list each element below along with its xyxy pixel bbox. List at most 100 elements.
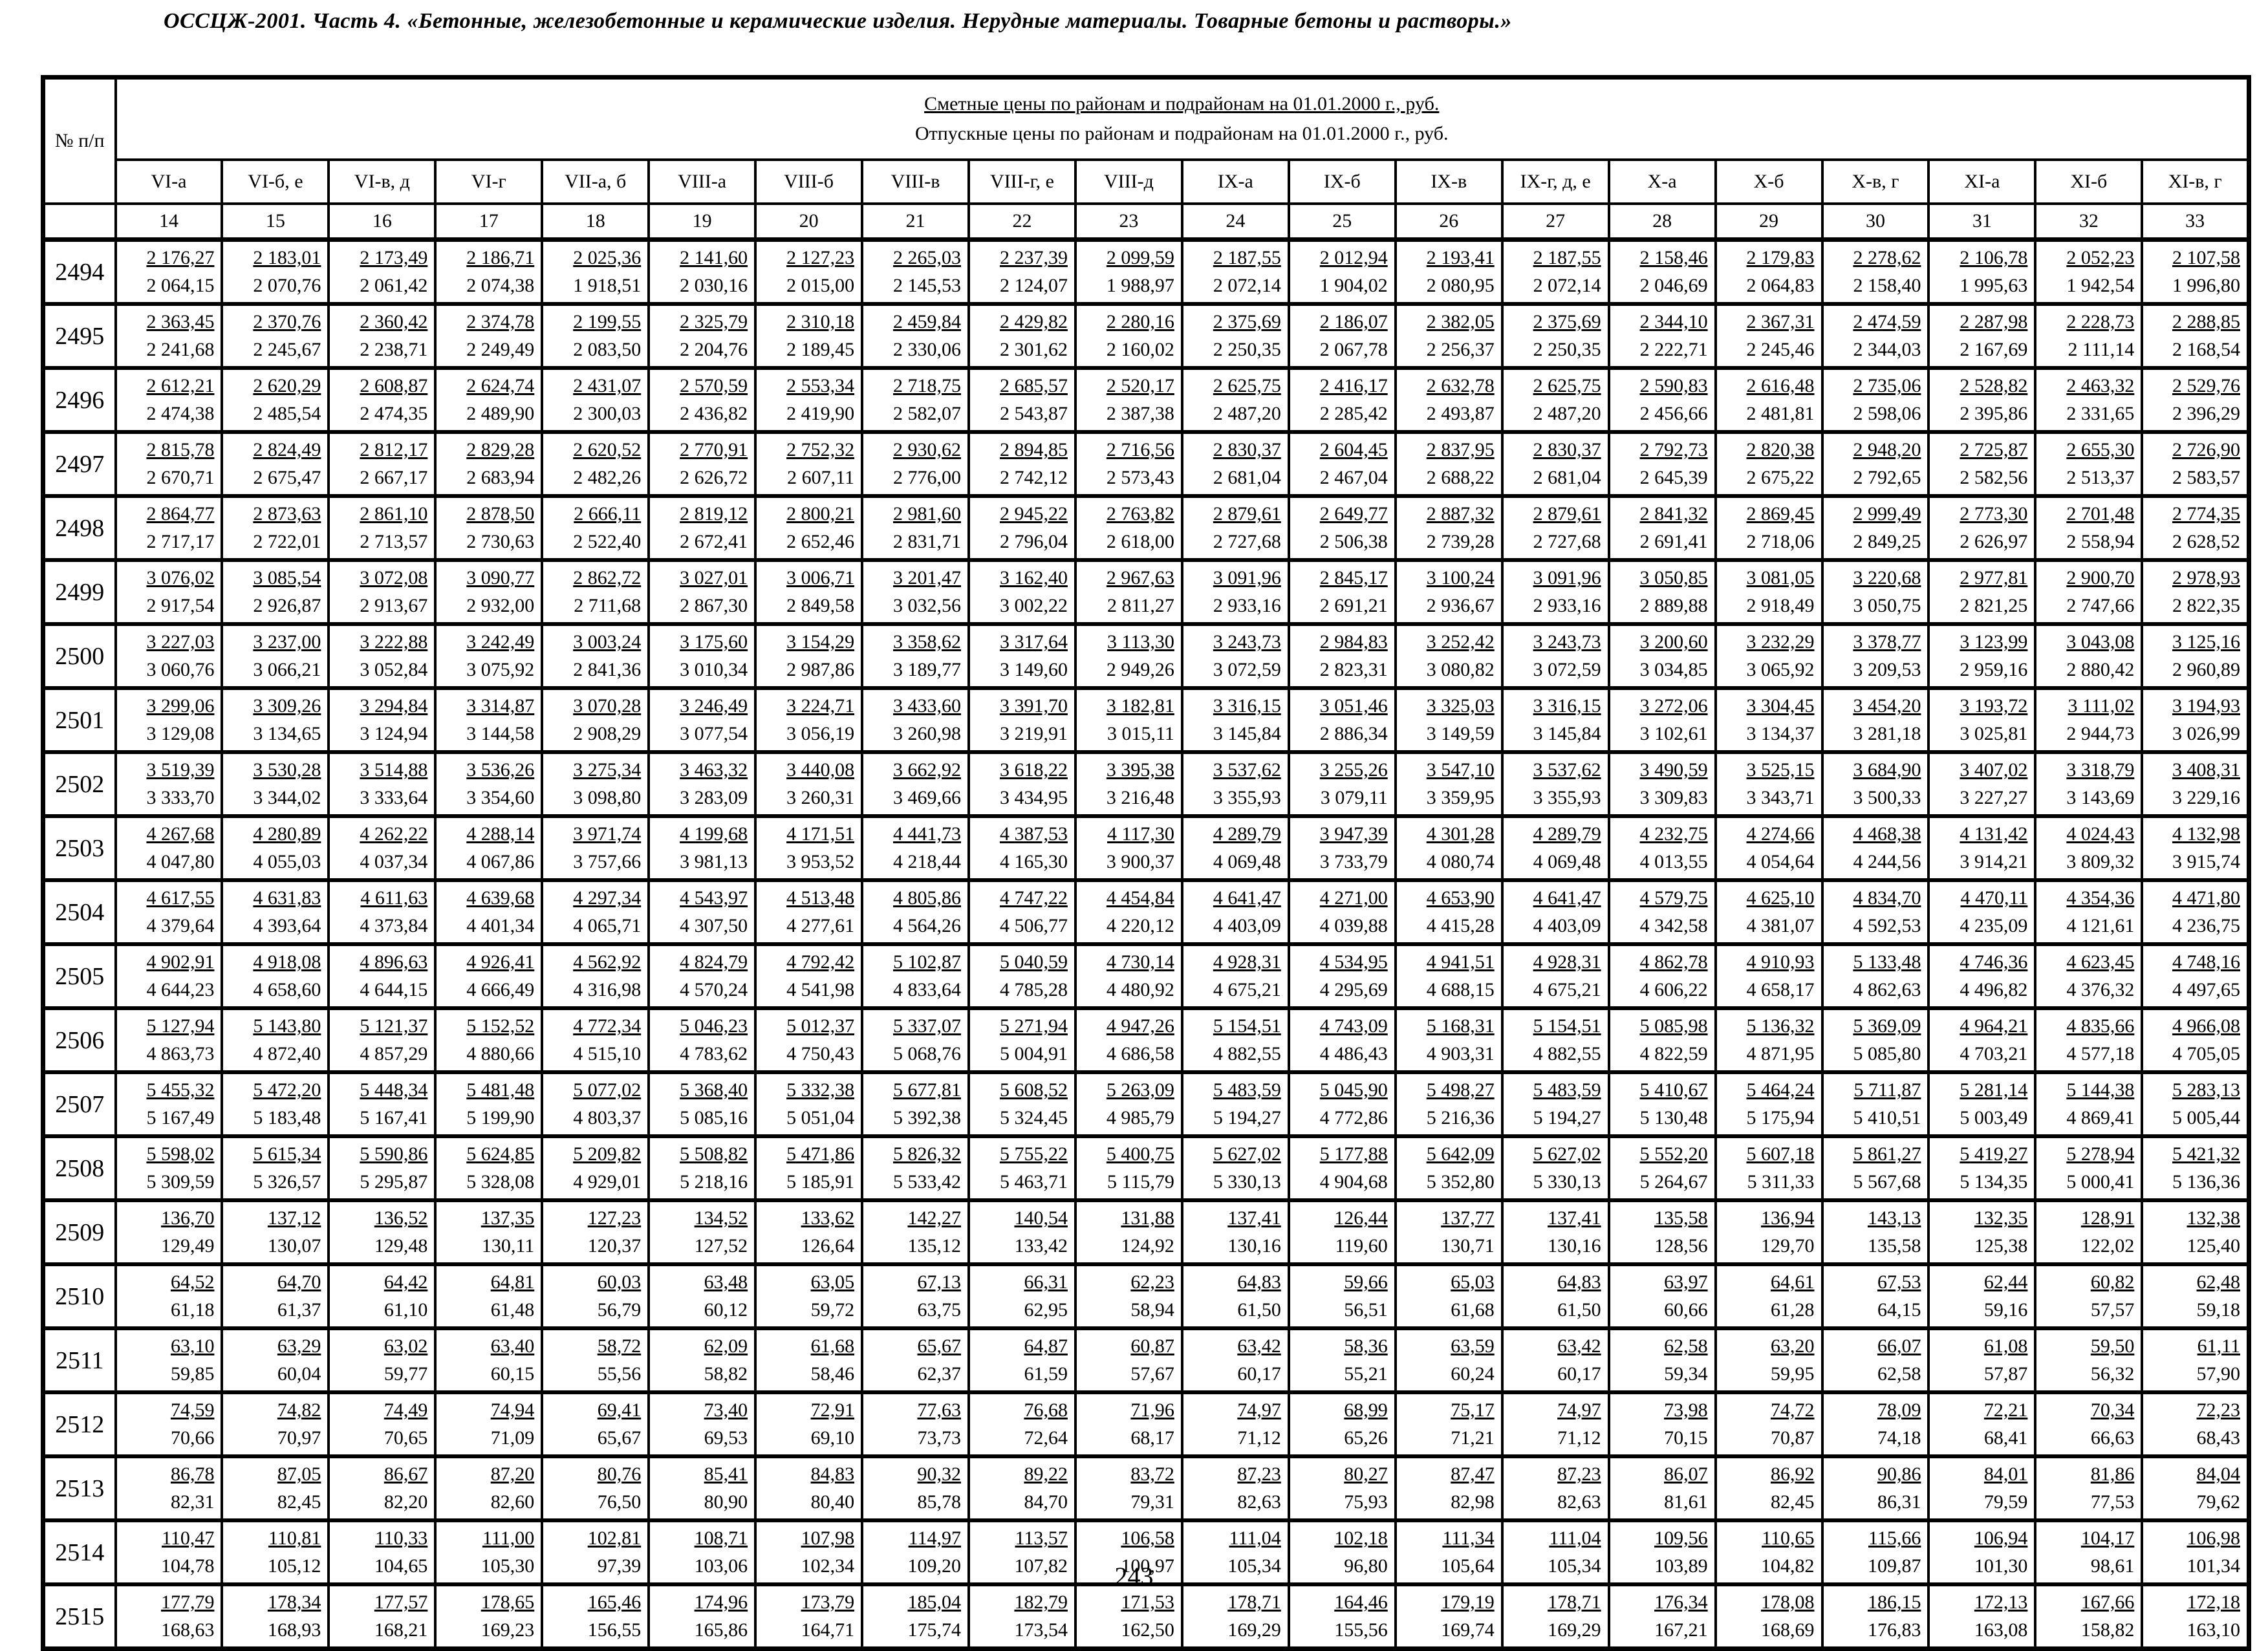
price-cell-2514-29: 110,65 104,82 [1714,1518,1824,1586]
price-cell-2497-22: 2 894,85 2 742,12 [967,430,1077,498]
price-cell-2495-25: 2 186,07 2 067,78 [1287,302,1397,370]
smeta-price: 3 537,62 [1213,759,1281,781]
smeta-price: 2 815,78 [146,439,215,461]
price-cell-2514-18: 102,81 97,39 [541,1518,651,1586]
price-cell-2497-14: 2 815,78 2 670,71 [114,430,224,498]
smeta-price: 60,82 [2090,1271,2135,1293]
otpusk-price: 2 072,14 [1213,274,1281,296]
smeta-price: 3 391,70 [999,695,1068,717]
price-cell-2503-16: 4 262,22 4 037,34 [327,814,437,882]
otpusk-price: 59,95 [1771,1363,1815,1385]
price-cell-2503-25: 3 947,39 3 733,79 [1287,814,1397,882]
price-cell-2500-21: 3 358,62 3 189,77 [861,622,970,690]
smeta-price: 5 154,51 [1533,1015,1601,1037]
otpusk-price: 4 985,79 [1106,1106,1174,1128]
smeta-price: 127,23 [587,1207,642,1229]
table-row-2508: 2508 5 598,02 5 309,59 5 615,34 5 326,57 5 59… [41,1134,2251,1202]
otpusk-price: 70,87 [1771,1427,1815,1449]
row-id: 2515 [41,1582,117,1651]
smeta-price: 4 902,91 [146,951,215,973]
otpusk-price: 3 015,11 [1107,722,1174,744]
otpusk-price: 4 592,53 [1853,914,1921,936]
otpusk-price: 2 908,29 [573,722,642,744]
otpusk-price: 82,98 [1451,1491,1495,1513]
price-cell-2500-31: 3 123,99 2 959,16 [1927,622,2037,690]
price-cell-2500-17: 3 242,49 3 075,92 [434,622,544,690]
smeta-price: 2 375,69 [1213,311,1281,333]
price-cell-2495-22: 2 429,82 2 301,62 [967,302,1077,370]
smeta-price: 4 274,66 [1746,823,1815,845]
smeta-price: 115,66 [1868,1527,1921,1549]
price-cell-2514-30: 115,66 109,87 [1820,1518,1930,1586]
smeta-price: 63,40 [490,1335,535,1357]
smeta-price: 5 421,32 [2172,1143,2240,1165]
otpusk-price: 4 069,48 [1213,850,1281,872]
otpusk-price: 4 235,09 [1960,914,2028,936]
smeta-price: 2 624,74 [466,375,535,397]
price-cell-2503-32: 4 024,43 3 809,32 [2034,814,2144,882]
otpusk-price: 2 487,20 [1213,402,1281,424]
smeta-price: 3 162,40 [999,567,1068,589]
smeta-price: 3 125,16 [2172,631,2240,653]
smeta-price: 80,27 [1344,1463,1388,1485]
otpusk-price: 2 823,31 [1319,658,1388,680]
smeta-price: 4 354,36 [2066,887,2135,909]
otpusk-price: 2 522,40 [573,530,642,552]
otpusk-price: 56,32 [2090,1363,2135,1385]
table-row-2498: 2498 2 864,77 2 717,17 2 873,63 2 722,01 2 86… [41,494,2251,562]
price-cell-2502-15: 3 530,28 3 344,02 [221,750,330,818]
otpusk-price: 2 256,37 [1426,338,1495,360]
price-cell-2507-14: 5 455,32 5 167,49 [114,1070,224,1138]
price-cell-2497-15: 2 824,49 2 675,47 [221,430,330,498]
otpusk-price: 105,12 [267,1555,321,1577]
price-cell-2503-18: 3 971,74 3 757,66 [541,814,651,882]
price-cell-2504-32: 4 354,36 4 121,61 [2034,878,2144,946]
price-cell-2515-22: 182,79 173,54 [967,1582,1077,1651]
otpusk-price: 4 882,55 [1213,1042,1281,1064]
price-cell-2510-28: 63,97 60,66 [1607,1262,1717,1330]
otpusk-price: 5 085,80 [1853,1042,1921,1064]
smeta-price: 179,19 [1441,1592,1495,1613]
smeta-price: 5 369,09 [1853,1015,1921,1037]
otpusk-price: 3 469,66 [893,786,961,808]
price-cell-2503-26: 4 301,28 4 080,74 [1394,814,1504,882]
otpusk-price: 105,34 [1227,1555,1281,1577]
smeta-price: 108,71 [694,1527,748,1549]
otpusk-price: 3 260,31 [786,786,855,808]
otpusk-prices-header: Отпускные цены по районам и подрайонам н… [914,123,1449,144]
otpusk-price: 71,09 [490,1427,535,1449]
otpusk-price: 3 981,13 [680,850,748,872]
smeta-price: 2 199,55 [573,311,642,333]
price-cell-2498-26: 2 887,32 2 739,28 [1394,494,1504,562]
otpusk-price: 4 822,59 [1639,1042,1708,1064]
row-id: 2501 [41,686,117,754]
smeta-price: 186,15 [1867,1592,1921,1613]
otpusk-price: 59,34 [1664,1363,1708,1385]
smeta-price: 4 534,95 [1319,951,1388,973]
smeta-price: 140,54 [1014,1207,1068,1229]
otpusk-price: 3 144,58 [466,722,535,744]
smeta-price: 74,72 [1771,1399,1815,1421]
otpusk-price: 2 796,04 [999,530,1068,552]
smeta-price: 5 410,67 [1639,1079,1708,1101]
price-cell-2500-33: 3 125,16 2 960,89 [2141,622,2251,690]
otpusk-price: 2 691,21 [1319,594,1388,616]
smeta-price: 4 639,68 [466,887,535,909]
otpusk-price: 72,64 [1024,1427,1068,1449]
otpusk-price: 2 015,00 [786,274,855,296]
price-cell-2499-26: 3 100,24 2 936,67 [1394,558,1504,626]
smeta-price: 3 547,10 [1426,759,1495,781]
price-cell-2495-17: 2 374,78 2 249,49 [434,302,544,370]
price-cell-2513-30: 90,86 86,31 [1820,1454,1930,1522]
smeta-price: 2 999,49 [1853,503,1921,525]
otpusk-price: 2 675,22 [1746,466,1815,488]
price-cell-2515-31: 172,13 163,08 [1927,1582,2037,1651]
smeta-price: 3 090,77 [466,567,535,589]
price-cell-2506-19: 5 046,23 4 783,62 [647,1006,757,1074]
price-cell-2509-28: 135,58 128,56 [1607,1198,1717,1266]
otpusk-price: 3 032,56 [893,594,961,616]
smeta-price: 4 910,93 [1746,951,1815,973]
price-cell-2498-31: 2 773,30 2 626,97 [1927,494,2037,562]
price-cell-2504-17: 4 639,68 4 401,34 [434,878,544,946]
price-cell-2498-18: 2 666,11 2 522,40 [541,494,651,562]
